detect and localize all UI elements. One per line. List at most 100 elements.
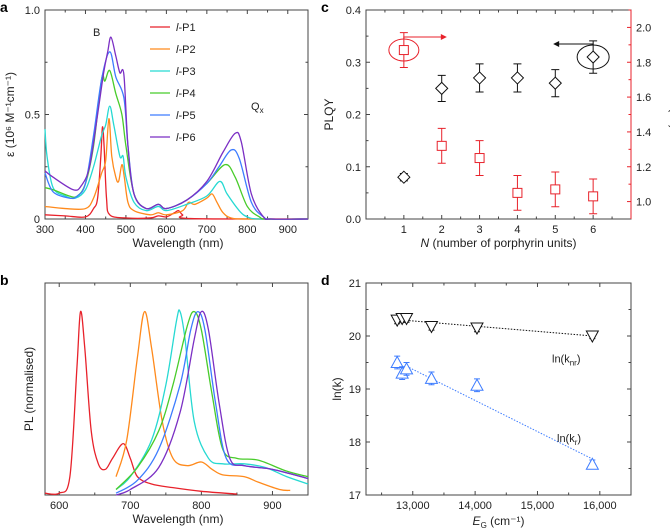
pl-curve-l-P5: [115, 310, 309, 494]
tau-marker: [398, 45, 409, 56]
triangle-up-marker: [424, 371, 439, 384]
plot-frame: [365, 9, 632, 220]
triangle-up-marker: [399, 361, 414, 375]
y-axis-label: PL (normalised): [22, 347, 36, 431]
x-tick-label: 900: [279, 224, 297, 236]
panel-label-c: c: [321, 0, 329, 15]
arrow-right-to-tau-axis: [403, 36, 442, 40]
absorption-curve-l-P1: [44, 126, 309, 220]
plqy-marker: [510, 71, 525, 85]
x-tick-label: 13,000: [396, 500, 430, 512]
panel-label-d: d: [321, 272, 330, 288]
legend-label: l-P1: [176, 22, 196, 34]
x-tick-label: 300: [36, 224, 54, 236]
y-tick-label: 21: [349, 278, 361, 290]
triangle-down-marker: [424, 320, 439, 334]
annotation-qx-band: Qx: [251, 101, 264, 115]
y-tick-label: 19: [349, 384, 361, 396]
y-tick-label: 20: [349, 331, 361, 343]
pl-curve-l-P6: [115, 310, 309, 496]
triangle-down-marker: [585, 330, 600, 344]
tau-marker: [588, 191, 599, 202]
x-tick-label: 400: [76, 224, 94, 236]
pl-curve-l-P3: [115, 309, 309, 491]
x-tick-label: 6: [590, 224, 596, 236]
y-tick-label: 1.4: [636, 127, 651, 139]
y-tick-label: 1.2: [636, 162, 651, 174]
plqy-marker: [472, 71, 487, 85]
triangle-down-marker: [399, 313, 414, 326]
x-tick-label: 5: [552, 224, 558, 236]
x-tick-label: 1: [401, 224, 407, 236]
series-label-ln(knr): ln(knr): [552, 354, 581, 368]
x-tick-label: 14,000: [458, 500, 492, 512]
triangle-down-marker: [470, 322, 484, 336]
absorption-curve-l-P2: [44, 118, 309, 220]
triangle-up-marker: [470, 378, 484, 391]
plot-frame: [44, 282, 309, 496]
y-axis-label: ln(k): [330, 377, 344, 400]
tau-marker: [436, 140, 447, 151]
y-tick-label: 0.0: [346, 214, 361, 226]
y-tick-label: 0.1: [346, 162, 361, 174]
plqy-marker: [435, 81, 449, 96]
y-tick-label: 1.8: [636, 57, 651, 69]
panel-label-a: a: [0, 0, 8, 15]
triangle-up-marker: [390, 355, 405, 368]
x-tick-label: 900: [263, 500, 281, 512]
x-tick-label: 800: [238, 224, 256, 236]
x-tick-label: 700: [121, 500, 139, 512]
fit-line: [397, 319, 593, 337]
x-tick-label: 800: [192, 500, 210, 512]
y-tick-label: 0.4: [346, 5, 361, 17]
x-tick-label: 700: [198, 224, 216, 236]
panel-label-b: b: [0, 272, 9, 288]
plqy-marker: [586, 50, 600, 64]
y-tick-label: 1.0: [636, 197, 651, 209]
y-tick-label: 0: [34, 214, 40, 226]
series-label-ln(kr): ln(kr): [557, 433, 581, 447]
tau-marker: [474, 153, 485, 164]
y-axis-label: ε (10⁶ M⁻¹cm⁻¹): [3, 72, 17, 157]
legend-label: l-P5: [176, 110, 196, 122]
x-axis-label: Wavelength (nm): [133, 236, 224, 250]
x-tick-label: 16,000: [583, 500, 617, 512]
y-tick-label: 1.6: [636, 92, 651, 104]
y-tick-label: 0.2: [346, 110, 361, 122]
y-tick-label: 1.0: [25, 5, 40, 17]
tau-marker: [512, 187, 523, 198]
y-tick-label: 0.3: [346, 57, 361, 69]
triangle-up-marker: [585, 457, 600, 470]
arrow-left-to-plqy-axis: [558, 43, 594, 46]
x-tick-label: 500: [117, 224, 135, 236]
y-tick-label: 18: [349, 437, 361, 449]
pl-curve-l-P2: [115, 310, 291, 492]
x-tick-label: 3: [477, 224, 483, 236]
x-axis-label: N (number of porphyrin units): [420, 236, 576, 250]
tau-marker: [550, 184, 561, 195]
arrow-head-right: [440, 34, 447, 41]
pl-curve-l-P4: [115, 310, 309, 490]
legend-label: l-P6: [176, 132, 196, 144]
y-axis-label: PLQY: [322, 98, 336, 130]
y-tick-label: 2.0: [636, 22, 651, 34]
x-tick-label: 600: [157, 224, 175, 236]
x-tick-label: 4: [514, 224, 520, 236]
x-tick-label: 2: [439, 224, 445, 236]
legend-label: l-P4: [176, 88, 196, 100]
legend-label: l-P3: [176, 66, 196, 78]
y-axis-label-right: τ (ns): [668, 100, 670, 129]
legend-label: l-P2: [176, 44, 196, 56]
annotation-b-band: B: [93, 27, 100, 39]
x-axis-label: Wavelength (nm): [133, 512, 224, 526]
y-tick-label: 0.5: [25, 110, 40, 122]
absorption-curve-l-P6: [44, 36, 309, 221]
y-tick-label: 17: [349, 490, 361, 502]
x-tick-label: 15,000: [521, 500, 555, 512]
absorption-curve-l-P3: [44, 105, 309, 220]
x-axis-label: EG (cm⁻¹): [473, 514, 525, 530]
x-tick-label: 600: [50, 500, 68, 512]
plqy-marker: [397, 170, 411, 184]
plqy-marker: [548, 76, 562, 90]
